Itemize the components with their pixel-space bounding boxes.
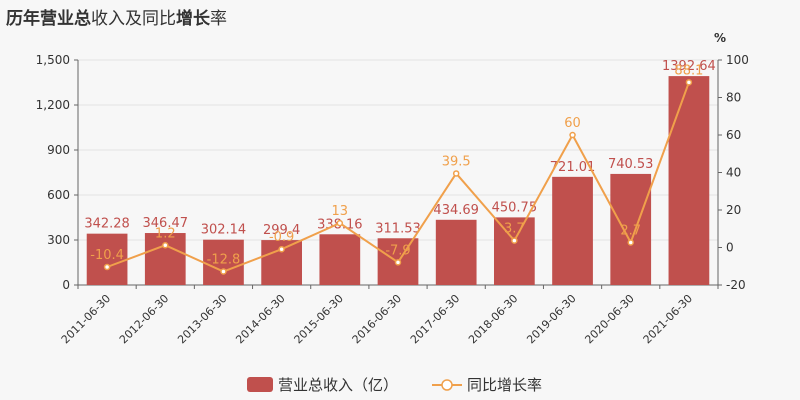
- left-tick-label: 900: [47, 143, 70, 157]
- bar-value-label: 311.53: [375, 221, 421, 236]
- line-point: [394, 259, 402, 266]
- x-tick-label: 2014-06-30: [233, 292, 287, 346]
- line-value-label: 13: [332, 204, 349, 219]
- line-value-label: -12.8: [207, 253, 241, 268]
- x-tick-label: 2020-06-30: [582, 292, 636, 346]
- line-value-label: -7.9: [385, 243, 410, 258]
- bar-value-label: 721.01: [550, 160, 596, 175]
- line-labels: -10.4 1.2 -12.8 -0.9 13 -7.9 39.5 3.7 60 2.7 88.1: [90, 63, 703, 267]
- x-tick-label: 2012-06-30: [117, 292, 171, 346]
- x-tick-label: 2013-06-30: [175, 292, 229, 346]
- bar-value-label: 434.69: [433, 203, 479, 218]
- line-point: [511, 237, 518, 244]
- bar: [435, 219, 477, 285]
- line-value-label: 60: [564, 116, 581, 131]
- x-tick-label: 2021-06-30: [641, 292, 695, 346]
- line-value-label: 1.2: [155, 226, 176, 241]
- bar: [494, 217, 535, 285]
- line-point: [162, 242, 169, 249]
- legend-line-label: 同比增长率: [467, 376, 542, 394]
- bar: [319, 234, 361, 285]
- line-point: [569, 131, 576, 139]
- line-point: [103, 263, 111, 271]
- legend: 营业总收入（亿） 同比增长率: [247, 376, 542, 394]
- chart-title: 历年营业总收入及同比增长率: [6, 9, 227, 29]
- line-value-label: 88.1: [674, 63, 703, 78]
- right-tick-label: 0: [726, 241, 734, 255]
- legend-bar-label: 营业总收入（亿）: [278, 376, 398, 394]
- line-series: [103, 79, 693, 275]
- right-tick-label: 100: [726, 53, 749, 67]
- bar-value-label: 342.28: [84, 217, 130, 232]
- right-tick-label: 40: [726, 166, 741, 180]
- line-value-label: -10.4: [90, 248, 124, 263]
- line-point: [278, 245, 285, 253]
- bar: [144, 233, 186, 285]
- x-tick-label: 2011-06-30: [59, 292, 113, 346]
- x-tick-label: 2017-06-30: [408, 292, 462, 346]
- right-tick-label: 80: [726, 91, 741, 105]
- bar: [610, 173, 652, 285]
- bar: [203, 239, 244, 285]
- legend-line-marker: [441, 379, 453, 391]
- bar-value-label: 302.14: [201, 223, 247, 238]
- bar-value-label: 346.47: [143, 216, 189, 231]
- x-tick-label: 2018-06-30: [466, 292, 520, 346]
- right-tick-label: 20: [726, 203, 741, 217]
- bar: [86, 233, 128, 285]
- legend-bar-swatch: [247, 377, 273, 392]
- left-tick-label: 300: [47, 233, 70, 247]
- line-value-label: 2.7: [620, 223, 641, 238]
- bar-value-label: 450.75: [492, 200, 538, 215]
- line-value-label: 3.7: [504, 222, 525, 237]
- line-point: [627, 239, 634, 246]
- x-tick-label: 2019-06-30: [524, 292, 578, 346]
- right-tick-label: -20: [726, 278, 746, 292]
- line-point: [220, 268, 227, 275]
- line-point: [685, 79, 693, 86]
- bar: [668, 76, 710, 285]
- line-point: [336, 219, 344, 227]
- left-tick-label: 600: [47, 188, 70, 202]
- x-tick-label: 2016-06-30: [350, 292, 404, 346]
- bar-labels: 342.28346.47302.14299.4338.16311.53434.6…: [84, 59, 715, 238]
- line-value-label: -0.9: [269, 230, 294, 245]
- left-tick-label: 0: [62, 278, 70, 292]
- x-tick-label: 2015-06-30: [292, 292, 346, 346]
- bar: [552, 176, 593, 285]
- left-tick-label: 1,500: [36, 53, 70, 67]
- bar-series: [86, 76, 710, 285]
- bar-value-label: 299.4: [263, 223, 300, 238]
- line-value-label: 39.5: [442, 154, 471, 169]
- bar-value-label: 1392.64: [662, 59, 716, 74]
- line-point: [452, 170, 460, 177]
- left-tick-label: 1,200: [36, 98, 70, 112]
- bar-value-label: 740.53: [608, 157, 654, 172]
- right-tick-label: 60: [726, 128, 741, 142]
- right-axis-unit: %: [714, 31, 726, 45]
